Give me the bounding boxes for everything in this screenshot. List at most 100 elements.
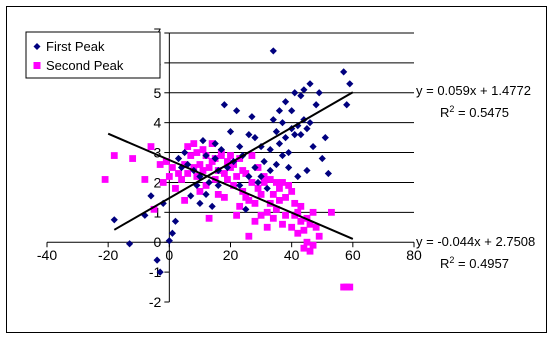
first-peak-point-81	[324, 169, 332, 178]
second-peak-point-73	[272, 179, 280, 186]
first-peak-point-9	[171, 217, 180, 225]
first-peak-point-25	[211, 139, 219, 148]
second-peak-point-78	[279, 179, 286, 186]
second-peak-point-35	[214, 191, 222, 198]
second-peak-point-8	[162, 158, 170, 165]
second-peak-point-0	[101, 176, 109, 183]
first-peak-point-72	[303, 125, 311, 133]
first-peak-point-61	[285, 163, 293, 172]
trendline-first-peak	[113, 91, 354, 231]
first-peak-point-55	[275, 139, 284, 148]
y-tick-label-3: 3	[154, 145, 162, 161]
second-peak-point-64	[257, 191, 265, 198]
first-peak-point-43	[254, 178, 262, 187]
second-peak-point-95	[306, 220, 314, 228]
first-peak-point-82	[340, 68, 348, 76]
second-peak-point-96	[309, 241, 317, 249]
first-peak-point-27	[214, 181, 222, 190]
x-tick-label-80: 80	[406, 247, 422, 263]
second-peak-point-57	[248, 179, 256, 186]
y-tick-label-2: 2	[154, 174, 162, 190]
legend-label-second-peak: Second Peak	[46, 58, 124, 73]
first-peak-point-28	[217, 145, 225, 154]
legend: First Peak Second Peak	[25, 31, 161, 79]
first-peak-point-3	[147, 192, 155, 200]
first-peak-point-75	[306, 80, 314, 88]
second-peak-point-90	[300, 226, 308, 234]
first-peak-point-47	[263, 184, 271, 193]
first-peak-point-69	[297, 92, 305, 100]
second-peak-point-10	[168, 164, 176, 171]
legend-box	[25, 31, 161, 79]
second-peak-point-98	[312, 223, 320, 231]
second-peak-point-26	[199, 146, 207, 153]
second-peak-point-12	[175, 170, 182, 177]
trendlines	[107, 91, 354, 240]
second-peak-point-40	[220, 193, 228, 201]
trendline-label-second-peak: y = -0.044x + 2.7508 R2 = 0.4957	[416, 234, 535, 271]
trendline-label-first-peak: y = 0.059x + 1.4772 R2 = 0.5475	[416, 83, 531, 120]
first-peak-point-53	[272, 128, 280, 136]
y-tick-label-0: 0	[154, 234, 162, 250]
second-peak-point-25	[199, 167, 207, 174]
second-peak-point-94	[306, 247, 314, 255]
trendline-r2-first-peak: R2 = 0.5475	[440, 104, 509, 120]
x-tick-label-20: 20	[223, 247, 239, 263]
second-peak-point-59	[251, 199, 259, 207]
second-peak-point-79	[282, 193, 289, 201]
second-peak-point-23	[196, 161, 204, 168]
first-peak-point-0	[110, 216, 118, 224]
first-peak-point-76	[309, 142, 317, 151]
second-peak-point-62	[254, 185, 262, 192]
first-peak-point-23	[208, 202, 216, 210]
second-peak-point-86	[294, 208, 302, 216]
second-peak-point-4	[147, 143, 155, 150]
second-peak-point-39	[220, 170, 228, 177]
y-tick-label--2: -2	[149, 294, 162, 310]
first-peak-point-38	[245, 131, 253, 139]
second-peak-point-29	[205, 164, 213, 171]
legend-marker-first-peak	[33, 43, 41, 50]
second-peak-point-9	[165, 173, 173, 180]
second-peak-point-85	[291, 199, 299, 207]
first-peak-point-24	[211, 154, 219, 163]
trendline-equation-second-peak: y = -0.044x + 2.7508	[416, 234, 535, 249]
x-tick-label-0: 0	[165, 247, 173, 263]
second-peak-point-16	[184, 143, 192, 150]
first-peak-point-21	[202, 190, 210, 198]
second-peak-point-72	[269, 214, 277, 222]
first-peak-point-14	[187, 192, 195, 200]
first-peak-point-10	[174, 154, 183, 163]
first-peak-point-44	[257, 172, 265, 181]
second-peak-point-88	[297, 217, 305, 225]
x-tick-label-40: 40	[284, 247, 300, 263]
first-peak-point-41	[251, 163, 259, 172]
trendline-equation-first-peak: y = 0.059x + 1.4772	[416, 83, 531, 98]
first-peak-point-29	[220, 101, 228, 109]
second-peak-point-54	[242, 170, 250, 177]
second-peak-point-56	[245, 196, 253, 204]
first-peak-point-52	[272, 160, 280, 169]
first-peak-point-54	[275, 107, 284, 115]
second-peak-point-1	[110, 152, 118, 159]
first-peak-point-50	[269, 116, 277, 124]
first-peak-point-12	[181, 148, 189, 157]
first-peak-point-39	[245, 172, 253, 181]
first-peak-point-73	[303, 166, 311, 175]
first-peak-point-40	[248, 113, 256, 121]
second-peak-point-22	[193, 149, 201, 156]
second-peak-point-60	[251, 217, 259, 225]
first-peak-point-33	[233, 107, 241, 115]
first-peak-point-66	[294, 172, 302, 181]
legend-label-first-peak: First Peak	[46, 39, 105, 54]
first-peak-point-65	[291, 89, 299, 97]
first-peak-point-78	[315, 89, 323, 97]
first-peak-point-42	[251, 134, 259, 142]
second-peak-point-47	[233, 211, 241, 219]
second-peak-point-89	[297, 202, 305, 210]
first-peak-point-48	[266, 145, 274, 154]
first-peak-point-71	[300, 86, 308, 94]
first-peak-point-8	[168, 229, 176, 237]
